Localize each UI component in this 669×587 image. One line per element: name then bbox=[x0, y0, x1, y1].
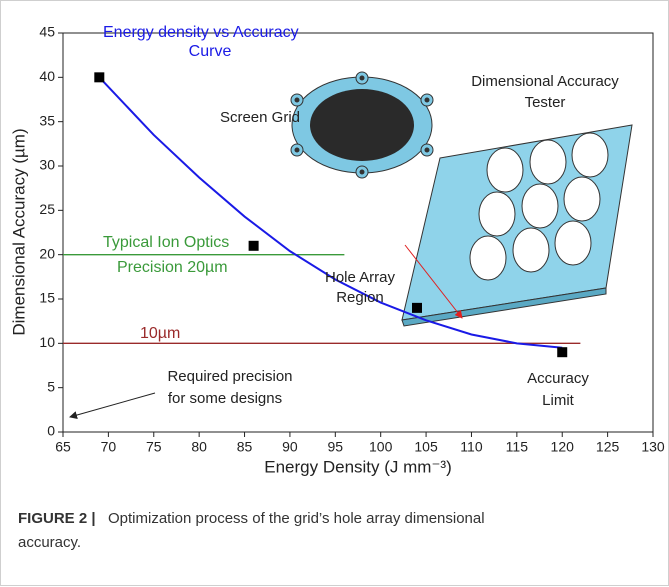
data-point bbox=[412, 302, 422, 313]
annotation: 10µm bbox=[140, 325, 180, 342]
y-tick-label: 35 bbox=[39, 112, 55, 128]
y-tick-label: 40 bbox=[39, 68, 55, 84]
x-axis-label: Energy Density (J mm⁻³) bbox=[264, 457, 452, 476]
x-tick-label: 65 bbox=[55, 439, 71, 455]
y-tick-label: 0 bbox=[47, 423, 55, 439]
x-tick-label: 100 bbox=[369, 439, 393, 455]
y-axis-label: Dimensional Accuracy (µm) bbox=[9, 128, 28, 335]
annotation: Hole Array bbox=[325, 269, 396, 286]
x-tick-label: 80 bbox=[191, 439, 207, 455]
caption-label: FIGURE 2 | bbox=[18, 510, 96, 527]
plot-frame bbox=[62, 32, 654, 433]
x-tick-label: 105 bbox=[414, 439, 438, 455]
annotation: for some designs bbox=[168, 390, 282, 407]
fit-curve bbox=[98, 76, 563, 349]
y-tick-label: 25 bbox=[39, 201, 55, 217]
annotation: Accuracy bbox=[527, 370, 589, 387]
x-tick-label: 130 bbox=[641, 439, 665, 455]
annotation: Energy density vs Accuracy bbox=[103, 24, 299, 41]
annotation: Dimensional Accuracy bbox=[471, 73, 619, 90]
y-tick-label: 10 bbox=[39, 334, 55, 350]
annotation: Curve bbox=[189, 43, 232, 60]
annotation: Region bbox=[336, 289, 384, 306]
caption-text: accuracy. bbox=[18, 534, 81, 551]
data-point bbox=[557, 347, 568, 358]
x-tick-label: 115 bbox=[506, 439, 529, 455]
y-tick-label: 5 bbox=[47, 378, 55, 394]
screen-grid-illustration bbox=[290, 71, 434, 179]
precision-arrow bbox=[69, 392, 156, 419]
x-tick-label: 70 bbox=[101, 439, 117, 455]
x-tick-label: 75 bbox=[146, 439, 162, 455]
caption-text: Optimization process of the grid’s hole … bbox=[108, 510, 485, 527]
annotation: Limit bbox=[542, 392, 575, 409]
x-tick-label: 110 bbox=[460, 439, 483, 455]
annotation: Typical Ion Optics bbox=[103, 234, 229, 251]
data-point bbox=[94, 72, 105, 83]
x-tick-label: 120 bbox=[551, 439, 575, 455]
y-tick-label: 20 bbox=[39, 245, 55, 261]
x-tick-label: 85 bbox=[237, 439, 253, 455]
tester-illustration bbox=[401, 124, 633, 327]
annotation: Required precision bbox=[167, 368, 292, 385]
x-tick-label: 95 bbox=[328, 439, 344, 455]
data-point bbox=[248, 240, 259, 251]
annotation: Precision 20µm bbox=[117, 259, 228, 276]
y-tick-label: 30 bbox=[39, 157, 55, 173]
annotation: Screen Grid bbox=[220, 109, 300, 126]
x-tick-label: 90 bbox=[282, 439, 298, 455]
region-arrow bbox=[404, 244, 463, 319]
y-tick-label: 45 bbox=[39, 24, 55, 40]
annotation: Tester bbox=[525, 94, 566, 111]
x-tick-label: 125 bbox=[596, 439, 620, 455]
y-tick-label: 15 bbox=[39, 290, 55, 306]
